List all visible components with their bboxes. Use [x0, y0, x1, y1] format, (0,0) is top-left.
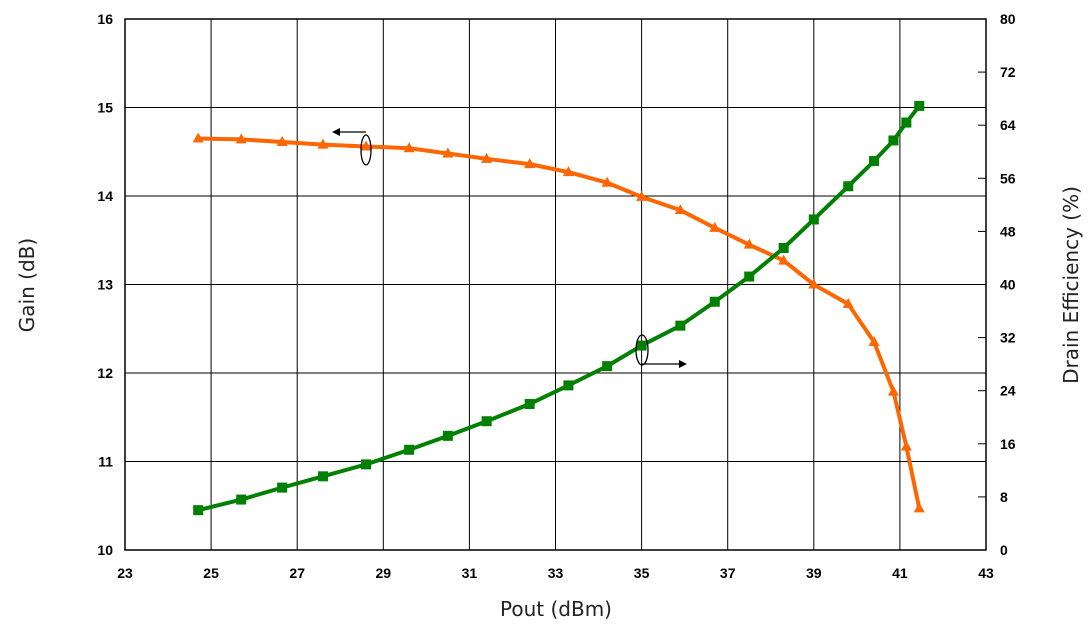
right-tick-label-10: 80: [1000, 11, 1016, 27]
series-line-1: [197, 104, 921, 513]
series-0-point-20: [900, 440, 912, 451]
right-tick-label-8: 64: [1000, 117, 1016, 133]
right-tick-label-4: 32: [1000, 330, 1016, 346]
series-line-0: [198, 136, 922, 509]
x-tick-label-6: 35: [634, 565, 650, 581]
series-0-point-5: [403, 142, 415, 153]
series-0-point-16: [808, 278, 820, 289]
left-tick-label-6: 16: [97, 11, 113, 27]
series-1-point-17: [843, 181, 854, 192]
series-0-point-13: [709, 221, 721, 232]
series-0-point-18: [868, 336, 880, 347]
right-tick-label-2: 16: [1000, 436, 1016, 452]
x-tick-label-8: 39: [806, 565, 822, 581]
series-0-point-15: [778, 254, 790, 265]
left-tick-label-3: 13: [97, 277, 113, 293]
right-tick-label-3: 24: [1000, 383, 1016, 399]
series-0-point-12: [674, 204, 686, 215]
series-1-point-4: [361, 459, 372, 470]
left-tick-label-0: 10: [97, 542, 113, 558]
series-0-point-0: [192, 132, 204, 143]
series-0-point-7: [481, 152, 493, 163]
left-tick-label-1: 11: [98, 454, 113, 470]
series-1-point-20: [901, 117, 912, 128]
efficiency-axis-arrowhead: [679, 360, 687, 368]
x-tick-label-4: 31: [462, 565, 478, 581]
series-0-point-4: [360, 140, 372, 151]
series-1-point-8: [524, 398, 535, 409]
x-tick-label-7: 37: [720, 565, 736, 581]
series-layer: [192, 100, 925, 516]
right-tick-label-9: 72: [1000, 64, 1016, 80]
x-tick-label-5: 33: [548, 565, 564, 581]
series-0-point-9: [562, 166, 574, 177]
right-tick-label-7: 56: [1000, 170, 1016, 186]
series-0-point-8: [524, 158, 536, 169]
series-0-point-3: [317, 138, 329, 149]
right-tick-label-6: 48: [1000, 223, 1016, 239]
x-tick-label-1: 25: [203, 565, 219, 581]
x-tick-label-0: 23: [117, 565, 133, 581]
series-1-point-10: [602, 361, 613, 372]
x-tick-label-10: 43: [978, 565, 994, 581]
series-1-point-12: [675, 320, 686, 331]
series-1-point-5: [404, 444, 415, 455]
right-tick-label-1: 8: [1000, 489, 1008, 505]
x-axis-title: Pout (dBm): [500, 597, 612, 621]
left-axis-title: Gain (dB): [15, 238, 39, 332]
series-0-point-2: [276, 136, 288, 147]
right-tick-label-0: 0: [1000, 542, 1008, 558]
series-1-point-19: [888, 135, 899, 146]
series-1-point-2: [277, 482, 288, 493]
series-1-point-0: [193, 505, 204, 516]
series-0-point-19: [887, 385, 899, 396]
gain-axis-indicator-ellipse: [360, 134, 372, 166]
series-0-point-10: [601, 176, 613, 187]
series-1-point-16: [808, 214, 819, 225]
series-1-point-6: [442, 430, 453, 441]
series-1-point-15: [778, 242, 789, 253]
right-axis-title: Drain Efficiency (%): [1059, 186, 1083, 384]
tick-labels: 23 25 27 29 31 33 35 37 39 41 43 10 11 12 13 14 15 16 0 8 16…: [97, 11, 1015, 581]
series-1-point-14: [744, 271, 755, 282]
efficiency-axis-indicator-ellipse: [635, 334, 649, 366]
left-tick-label-4: 14: [97, 188, 113, 204]
series-0-point-17: [842, 297, 854, 308]
x-tick-label-3: 29: [376, 565, 392, 581]
series-1-point-7: [481, 416, 492, 427]
series-1-point-13: [709, 296, 720, 307]
series-0-point-21: [913, 502, 925, 513]
gain-axis-arrowhead: [332, 128, 340, 136]
series-0-point-6: [442, 147, 454, 158]
left-tick-label-5: 15: [97, 100, 113, 116]
right-tick-label-5: 40: [1000, 277, 1016, 293]
grid: [124, 18, 987, 551]
series-1-point-18: [869, 156, 880, 167]
series-0-point-14: [743, 238, 755, 249]
series-0-point-11: [636, 190, 648, 201]
x-tick-label-9: 41: [892, 565, 908, 581]
series-1-point-9: [563, 380, 574, 391]
series-1-point-3: [318, 471, 329, 482]
axis-indicators: [332, 128, 687, 368]
series-1-point-11: [636, 340, 647, 351]
x-tick-label-2: 27: [289, 565, 305, 581]
left-tick-label-2: 12: [97, 365, 113, 381]
series-1-point-1: [236, 494, 247, 505]
series-1-point-21: [914, 100, 925, 111]
series-0-point-1: [235, 133, 247, 144]
